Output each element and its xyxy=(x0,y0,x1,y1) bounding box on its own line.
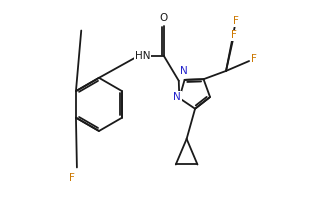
Text: F: F xyxy=(231,31,237,40)
Text: F: F xyxy=(69,173,75,183)
Text: N: N xyxy=(180,66,187,76)
Text: HN: HN xyxy=(135,51,150,61)
Text: F: F xyxy=(233,16,239,26)
Text: O: O xyxy=(160,13,168,23)
Text: N: N xyxy=(173,92,181,102)
Text: F: F xyxy=(251,54,257,64)
